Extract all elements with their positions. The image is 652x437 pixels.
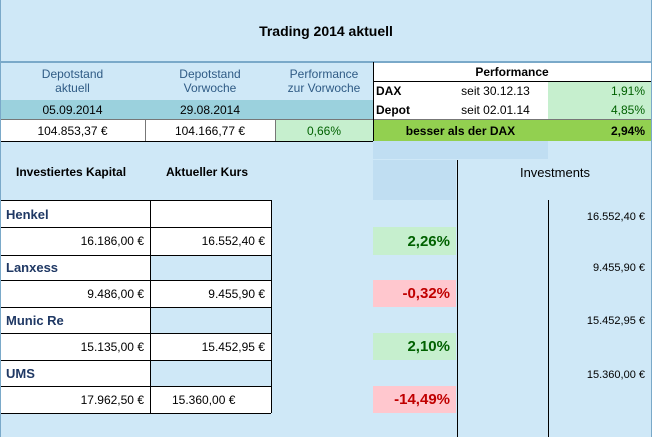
header-label: aktuell xyxy=(55,81,90,95)
perf-label-depot: Depot xyxy=(373,100,443,119)
date-filler xyxy=(275,100,373,119)
current-lanxess: 9.455,90 € xyxy=(150,280,271,307)
current-henkel: 16.552,40 € xyxy=(150,227,271,255)
header-label: Depotstand xyxy=(41,67,104,81)
header-depot-aktuell: Depotstand aktuell xyxy=(0,62,145,100)
current-munic-re: 15.452,95 € xyxy=(150,333,271,360)
page-title: Trading 2014 aktuell xyxy=(259,22,393,39)
header-performance-vorwoche: Performance zur Vorwoche xyxy=(275,62,373,100)
change-munic-re: 2,10% xyxy=(373,333,456,360)
col-header-investments: Investments xyxy=(519,164,591,180)
stock-name-henkel: Henkel xyxy=(0,201,150,227)
stock-name-ums: UMS xyxy=(0,360,150,386)
title-bar: Trading 2014 aktuell xyxy=(0,0,652,62)
header-label: Performance xyxy=(289,67,359,81)
header-depot-vorwoche: Depotstand Vorwoche xyxy=(145,62,275,100)
change-ums: -14,49% xyxy=(373,386,456,413)
perf-value-dax: 1,91% xyxy=(548,81,651,100)
change-lanxess: -0,32% xyxy=(373,280,456,307)
change-header-fill xyxy=(373,160,456,200)
date-vorwoche: 29.08.2014 xyxy=(145,100,275,119)
value-depot-vorwoche: 104.166,77 € xyxy=(145,120,275,141)
investment-munic-re: 15.452,95 € xyxy=(586,315,645,327)
highlight-strip xyxy=(373,141,548,159)
header-label: Vorwoche xyxy=(183,81,237,95)
col-header-invested: Investiertes Kapital xyxy=(16,165,127,179)
invested-munic-re: 15.135,00 € xyxy=(0,333,150,360)
perf-summary-value: 2,94% xyxy=(548,120,651,141)
invested-ums: 17.962,50 € xyxy=(0,386,150,413)
current-ums: 15.360,00 € xyxy=(150,386,271,413)
header-label: Depotstand xyxy=(179,67,241,81)
investment-henkel: 16.552,40 € xyxy=(586,211,645,223)
investment-ums: 15.360,00 € xyxy=(586,369,645,381)
value-depot-aktuell: 104.853,37 € xyxy=(0,120,145,141)
perf-label-dax: DAX xyxy=(373,81,443,100)
header-label: zur Vorwoche xyxy=(287,81,361,95)
perf-summary-label: besser als der DAX xyxy=(373,120,548,141)
perf-since-dax: seit 30.12.13 xyxy=(443,81,548,100)
stock-name-munic-re: Munic Re xyxy=(0,307,150,333)
stock-name-lanxess: Lanxess xyxy=(0,255,150,280)
value-performance-vorwoche: 0,66% xyxy=(275,120,373,141)
date-aktuell: 05.09.2014 xyxy=(0,100,145,119)
perf-since-depot: seit 02.01.14 xyxy=(443,100,548,119)
col-header-current: Aktueller Kurs xyxy=(166,165,249,179)
change-henkel: 2,26% xyxy=(373,227,456,255)
stock-name-filler xyxy=(150,201,271,227)
perf-value-depot: 4,85% xyxy=(548,100,651,119)
investment-lanxess: 9.455,90 € xyxy=(593,262,645,274)
performance-header: Performance xyxy=(373,62,651,81)
invested-lanxess: 9.486,00 € xyxy=(0,280,150,307)
invested-henkel: 16.186,00 € xyxy=(0,227,150,255)
